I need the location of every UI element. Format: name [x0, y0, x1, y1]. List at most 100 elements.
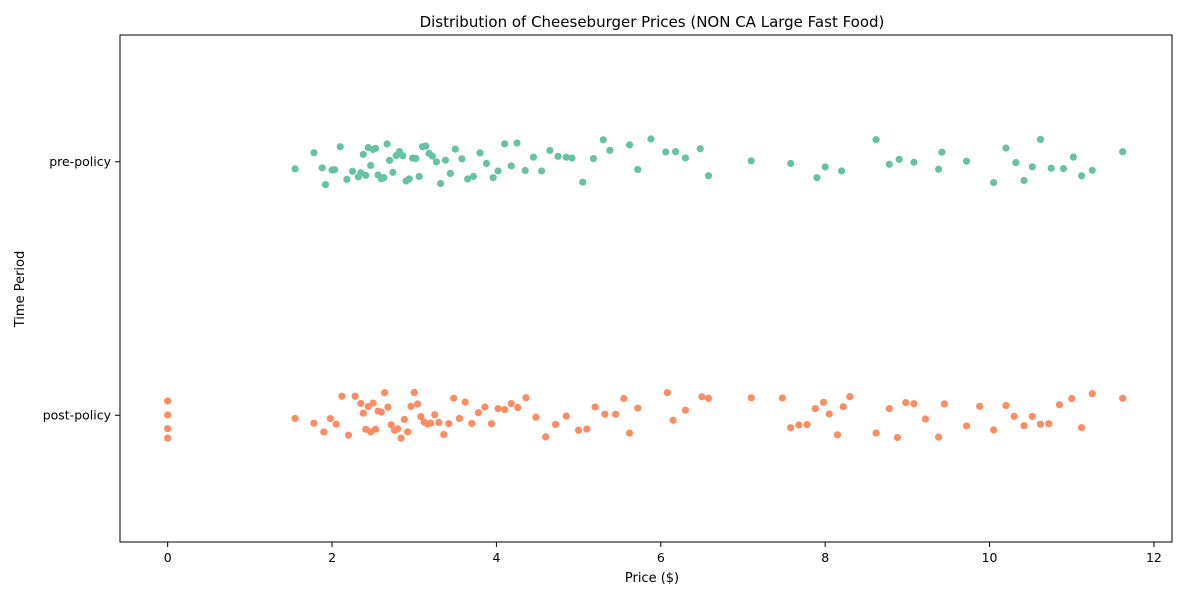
data-point — [551, 420, 560, 429]
data-point — [455, 414, 464, 423]
data-point — [1077, 172, 1086, 180]
data-point — [747, 157, 755, 165]
data-point — [394, 425, 402, 433]
data-point — [387, 421, 395, 429]
data-point — [521, 166, 529, 175]
data-point — [321, 180, 330, 189]
data-point — [291, 165, 299, 173]
data-point — [318, 164, 326, 172]
x-tick-label: 6 — [657, 550, 665, 565]
data-point — [893, 433, 902, 442]
data-point — [1020, 422, 1028, 430]
x-axis-label: Price ($) — [625, 571, 679, 586]
data-point — [164, 411, 172, 419]
data-point — [1045, 420, 1053, 428]
data-point — [662, 148, 670, 156]
data-point — [647, 135, 655, 143]
data-point — [554, 152, 562, 160]
data-point — [451, 145, 459, 153]
data-point — [494, 405, 502, 413]
data-point — [611, 410, 620, 418]
data-point — [698, 393, 706, 401]
data-point — [367, 161, 375, 170]
data-point — [671, 148, 680, 156]
data-point — [838, 167, 846, 175]
data-point — [514, 403, 522, 412]
data-point — [681, 406, 690, 414]
x-tick-label: 12 — [1146, 550, 1162, 565]
data-point — [461, 398, 469, 406]
data-point — [562, 153, 570, 161]
data-point — [872, 136, 880, 144]
data-point — [348, 167, 357, 175]
data-point — [384, 403, 392, 411]
data-point — [1028, 163, 1036, 171]
data-point — [1069, 153, 1077, 161]
data-point — [532, 413, 540, 421]
data-point — [435, 418, 443, 427]
data-point — [164, 425, 172, 433]
data-point — [501, 140, 509, 148]
data-point — [895, 155, 903, 163]
data-point — [487, 420, 496, 428]
data-point — [681, 154, 690, 162]
data-point — [940, 400, 948, 408]
data-point — [663, 389, 671, 397]
data-point — [383, 140, 391, 148]
data-point — [476, 149, 484, 157]
data-point — [359, 409, 367, 417]
data-point — [787, 424, 795, 432]
y-tick-label-post-policy: post-policy — [43, 407, 112, 422]
data-point — [407, 402, 415, 410]
data-point — [934, 433, 943, 441]
data-point — [839, 403, 847, 411]
data-point — [589, 154, 598, 163]
data-point — [976, 402, 984, 410]
data-point — [344, 431, 353, 439]
data-point — [412, 154, 420, 163]
x-axis: 0 2 4 6 8 10 12 — [164, 542, 1162, 565]
data-point — [538, 167, 546, 175]
data-point — [902, 399, 910, 407]
data-point — [1036, 135, 1045, 143]
data-point — [464, 175, 472, 183]
data-point — [494, 167, 502, 175]
data-point — [501, 405, 509, 414]
data-point — [696, 145, 704, 153]
y-axis: pre-policy post-policy — [43, 154, 120, 422]
data-point — [507, 162, 515, 170]
data-point — [1028, 412, 1036, 421]
x-tick-label: 10 — [982, 550, 998, 565]
data-point — [336, 143, 344, 151]
data-point — [811, 404, 819, 413]
data-point — [310, 419, 318, 427]
data-point — [872, 429, 880, 437]
data-point — [1077, 424, 1086, 432]
data-point — [432, 158, 441, 166]
data-point — [427, 419, 435, 427]
data-point — [1059, 165, 1068, 173]
data-point — [1002, 144, 1010, 152]
data-point — [405, 175, 413, 183]
data-point — [351, 392, 359, 400]
data-point — [489, 174, 497, 182]
data-point — [1119, 394, 1127, 402]
data-point — [1002, 401, 1010, 410]
data-point — [385, 156, 394, 164]
data-point — [399, 152, 407, 160]
data-point — [400, 415, 408, 424]
data-point — [938, 148, 946, 156]
data-point — [813, 174, 821, 182]
data-point — [910, 158, 918, 166]
data-point — [778, 394, 787, 402]
data-point — [747, 394, 755, 402]
data-point — [562, 412, 570, 420]
plot-area — [119, 34, 1173, 543]
data-point — [1088, 390, 1096, 398]
data-point — [591, 403, 599, 411]
data-point — [1036, 420, 1045, 428]
data-point — [579, 178, 587, 186]
data-point — [291, 414, 299, 423]
data-point — [787, 159, 795, 168]
